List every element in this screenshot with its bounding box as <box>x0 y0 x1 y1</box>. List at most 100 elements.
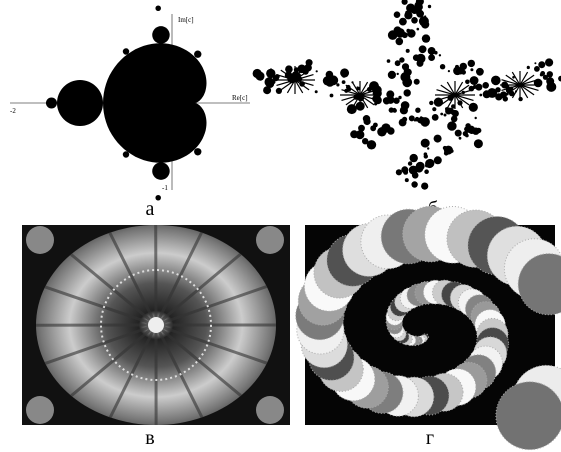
julia-fragment <box>330 94 334 98</box>
spiral-segment <box>496 382 561 450</box>
julia-fragment <box>440 113 443 116</box>
julia-fragment <box>370 125 376 131</box>
julia-fragment <box>387 127 394 134</box>
julia-fragment <box>350 130 358 138</box>
julia-fragment <box>416 162 425 171</box>
julia-fragment <box>419 16 429 26</box>
julia-fragment <box>276 88 282 94</box>
julia-fragment <box>540 71 545 76</box>
julia-fragment <box>455 65 459 69</box>
y-axis-label: Im[c] <box>178 16 194 24</box>
panel-label: г <box>426 427 434 449</box>
julia-fragment <box>396 169 402 175</box>
period-2-bulb <box>57 80 103 126</box>
julia-fragment <box>424 169 429 174</box>
julia-fragment <box>434 135 442 143</box>
julia-fragment <box>469 103 478 112</box>
julia-fragment <box>429 101 433 105</box>
julia-fragment <box>400 106 408 114</box>
minor-bulb <box>123 48 129 54</box>
julia-fragment <box>402 117 407 122</box>
center-dot <box>148 317 164 333</box>
minor-bulb <box>123 151 129 157</box>
julia-fragment <box>428 54 435 61</box>
julia-fragment <box>439 54 441 56</box>
minor-bulb <box>46 97 57 108</box>
julia-fragment <box>422 34 430 42</box>
julia-fragment <box>396 38 404 46</box>
julia-fragment <box>399 57 404 62</box>
julia-fragment <box>461 70 466 75</box>
corner-blob <box>256 396 284 424</box>
julia-fragment <box>420 119 423 122</box>
julia-fragment <box>416 10 424 18</box>
julia-fragment <box>336 83 339 86</box>
julia-fragment <box>364 120 366 122</box>
julia-fragment <box>545 58 553 66</box>
julia-fragment <box>409 115 415 121</box>
julia-fragment <box>362 138 368 144</box>
julia-fragment <box>448 70 450 72</box>
mandelbrot-panel: Im[c] Re[c] -2 -1 -1 <box>10 5 250 200</box>
julia-fragment <box>444 114 447 117</box>
julia-fragment <box>451 116 458 123</box>
julia-fragment <box>315 90 318 93</box>
julia-fragment <box>432 107 436 111</box>
julia-fragment <box>450 149 454 153</box>
julia-fragment <box>387 96 395 104</box>
julia-fragment <box>387 59 391 63</box>
julia-fragment <box>487 88 497 98</box>
julia-fragment <box>404 89 411 96</box>
julia-panel <box>253 0 561 190</box>
julia-fragment <box>419 45 427 53</box>
julia-fragment <box>491 76 501 86</box>
julia-fragment <box>465 123 470 128</box>
julia-fragment <box>434 51 438 55</box>
julia-fragment <box>401 166 408 173</box>
julia-fragment <box>474 139 483 148</box>
julia-fragment <box>465 134 469 138</box>
julia-fragment <box>395 28 405 38</box>
panel-label: а <box>146 198 155 220</box>
julia-fragment <box>424 154 428 158</box>
julia-fragment <box>410 154 418 162</box>
julia-fragment <box>455 130 462 137</box>
julia-fragment <box>479 94 482 97</box>
julia-fragment <box>405 178 409 182</box>
minor-bulb <box>152 26 169 43</box>
julia-fragment <box>427 147 429 149</box>
julia-fragment <box>416 7 420 11</box>
julia-fragment <box>444 151 449 156</box>
julia-fragment <box>432 114 439 121</box>
julia-fragment <box>428 5 431 8</box>
julia-fragment <box>459 137 462 140</box>
julia-fragment <box>328 75 338 85</box>
minor-bulb <box>155 195 161 201</box>
julia-fragment <box>407 29 415 37</box>
julia-fragment <box>451 110 456 115</box>
julia-fragment <box>440 64 445 69</box>
julia-fragment <box>415 108 420 113</box>
julia-fragment <box>420 116 423 119</box>
julia-fragment <box>527 66 530 69</box>
julia-fragment <box>411 17 418 24</box>
minor-bulb <box>152 162 169 179</box>
julia-fragment <box>470 76 479 85</box>
julia-fragment <box>256 72 265 81</box>
julia-fragment <box>482 82 489 89</box>
x-tick-label: -2 <box>10 107 16 115</box>
julia-fragment <box>411 181 417 187</box>
julia-fragment <box>389 107 394 112</box>
main-cardioid <box>103 43 207 163</box>
julia-fragment <box>388 71 396 79</box>
julia-fragment <box>316 70 318 72</box>
julia-fragment <box>547 71 553 77</box>
y-tick-label: -1 <box>162 184 168 192</box>
corner-blob <box>26 226 54 254</box>
julia-fragment <box>443 146 447 150</box>
julia-fragment <box>402 63 409 70</box>
julia-fragment <box>538 61 545 68</box>
julia-fragment <box>424 15 426 17</box>
julia-fragment <box>470 68 473 71</box>
julia-fragment <box>402 0 408 5</box>
